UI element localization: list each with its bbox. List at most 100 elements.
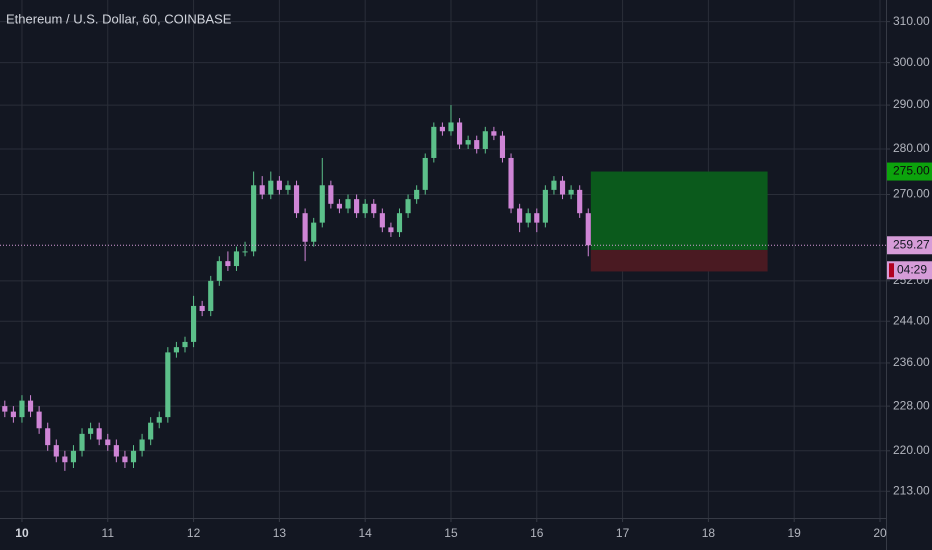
candle-body [577, 189, 583, 214]
y-tick-label: 310.00 [893, 14, 930, 28]
candle-body [379, 213, 385, 228]
position-loss-zone [590, 249, 768, 272]
y-tick-label: 280.00 [893, 141, 930, 155]
last-price-tag-label: 259.27 [893, 237, 930, 251]
candle-body [285, 185, 291, 190]
candle-body [10, 411, 16, 418]
candle-body [156, 417, 162, 423]
candle-body [182, 341, 188, 348]
x-tick-label: 18 [702, 526, 716, 540]
target-tag-label: 275.00 [893, 164, 930, 178]
candle-body [225, 261, 231, 267]
candle-body [216, 261, 222, 281]
countdown-marker [889, 263, 894, 278]
candle-body [130, 450, 137, 463]
candle-body [585, 213, 591, 246]
candle-body [113, 445, 119, 457]
grid [0, 0, 886, 518]
y-tick-label: 244.00 [893, 313, 930, 327]
candle-body [568, 189, 574, 195]
candle-body [371, 203, 377, 214]
x-tick-label: 14 [358, 526, 372, 540]
x-tick-label: 20 [873, 526, 887, 540]
candle-body [199, 305, 205, 312]
position-profit-zone [590, 171, 768, 250]
candle-body [293, 185, 300, 214]
y-tick-label: 236.00 [893, 355, 930, 369]
candle-body [482, 131, 488, 149]
candle-body [328, 185, 334, 204]
x-tick-label: 15 [444, 526, 458, 540]
x-tick-label: 10 [15, 526, 29, 540]
candle-body [499, 135, 506, 158]
candle-body [422, 157, 428, 190]
candle-body [36, 411, 42, 429]
candle-body [388, 227, 394, 233]
candle-body [79, 433, 85, 451]
candle-body [276, 180, 282, 190]
candle-body [396, 213, 403, 233]
candle-body [414, 189, 420, 200]
candle-body [345, 199, 351, 209]
candle-body [45, 428, 51, 446]
x-tick-label: 19 [788, 526, 802, 540]
candle-body [105, 439, 111, 446]
candle-body [559, 180, 566, 195]
candle-body [405, 199, 411, 214]
countdown-label: 04:29 [897, 262, 927, 276]
candle-body [19, 400, 25, 418]
candle-body [122, 456, 128, 463]
candle-body [517, 208, 523, 223]
y-tick-label: 220.00 [893, 443, 930, 457]
y-tick-label: 270.00 [893, 187, 930, 201]
axes: 213.00220.00228.00236.00244.00252.00270.… [15, 14, 932, 540]
target-tag [887, 162, 932, 181]
candle-body [439, 126, 445, 132]
candle-body [362, 203, 368, 214]
candle-body [259, 185, 265, 195]
plot [0, 105, 886, 471]
candle-body [173, 347, 179, 353]
candle-body [2, 406, 8, 412]
candle-body [27, 400, 34, 412]
y-tick-label: 290.00 [893, 97, 930, 111]
countdown-tag [887, 261, 932, 280]
candle-body [148, 422, 154, 440]
candle-body [474, 140, 480, 149]
candle-body [233, 251, 240, 267]
x-tick-label: 11 [102, 526, 115, 540]
candle-body [542, 189, 548, 223]
candle-body [302, 213, 308, 242]
candle-body [319, 185, 325, 223]
candle-body [70, 450, 77, 463]
candle-body [268, 180, 274, 195]
candle-body [242, 251, 248, 253]
candle-body [491, 131, 497, 136]
y-tick-label: 213.00 [893, 483, 930, 497]
candle-body [551, 180, 557, 190]
last-price-tag [887, 236, 932, 255]
x-tick-label: 17 [616, 526, 630, 540]
candle-body [208, 280, 214, 312]
x-tick-label: 12 [187, 526, 201, 540]
candle-body [62, 456, 68, 463]
x-tick-label: 13 [273, 526, 287, 540]
candle-body [190, 305, 197, 342]
candle-body [165, 352, 171, 418]
candle-body [534, 213, 540, 223]
candle-body [456, 122, 463, 145]
candle-body [311, 222, 317, 242]
candle-body [251, 185, 257, 252]
candle-body [431, 126, 437, 158]
y-tick-label: 300.00 [893, 55, 930, 69]
candle-body [465, 140, 471, 145]
candle-body [508, 157, 514, 209]
candle-body [53, 445, 59, 457]
x-tick-label: 16 [530, 526, 544, 540]
candle-body [88, 428, 94, 434]
candle-body [448, 122, 454, 132]
candle-body [139, 439, 145, 451]
candle-body [525, 213, 531, 223]
candle-body [96, 428, 102, 440]
